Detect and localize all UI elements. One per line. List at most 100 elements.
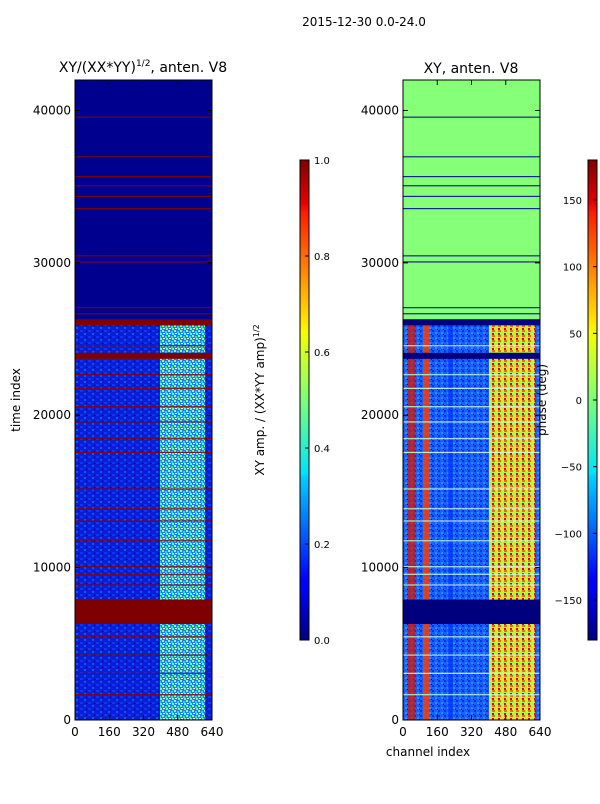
left-colorbar: 0.0 0.2 0.4 0.6 0.8 1.0 XY amp. / (XX*YY amp)… — [252, 156, 330, 647]
y-tick-label: 10000 — [361, 561, 399, 575]
y-tick-label: 30000 — [361, 256, 399, 270]
flagged-band — [75, 599, 212, 624]
stripe-line — [75, 185, 212, 187]
colorbar-tick-label: −150 — [555, 596, 582, 607]
y-tick-label: 0 — [391, 713, 399, 727]
stripe-line — [75, 451, 212, 454]
stripe-line — [403, 636, 540, 638]
stripe-line — [75, 654, 212, 656]
x-tick-label: 160 — [426, 725, 449, 739]
flagged-band — [403, 599, 540, 624]
left-y-axis-label: time index — [9, 368, 23, 432]
x-tick-label: 0 — [71, 725, 79, 739]
stripe-line — [75, 255, 212, 257]
stripe-line — [403, 261, 540, 263]
stripe-line — [403, 520, 540, 522]
stripe-line — [403, 451, 540, 454]
stripe-line — [403, 116, 540, 118]
left-panel: XY/(XX*YY)1/2, anten. V8 0 10000 20000 3000… — [9, 59, 330, 739]
colorbar-tick-label: 0.4 — [314, 444, 330, 455]
stripe-line — [75, 636, 212, 638]
stripe-line — [75, 116, 212, 118]
stripe-line — [75, 208, 212, 210]
stripe-line — [403, 421, 540, 423]
left-x-axis: 0 160 320 480 640 — [71, 80, 223, 739]
flagged-band — [403, 352, 540, 359]
stripe-line — [75, 421, 212, 423]
stripe-line — [403, 508, 540, 510]
stripe-line — [75, 540, 212, 542]
stripe-line — [403, 345, 540, 347]
stripe-line — [75, 374, 212, 376]
left-colorbar-ticks: 0.0 0.2 0.4 0.6 0.8 1.0 — [305, 156, 330, 647]
x-tick-label: 480 — [166, 725, 189, 739]
stripe-line — [403, 573, 540, 575]
stripe-line — [403, 255, 540, 257]
y-tick-label: 40000 — [361, 103, 399, 117]
figure-suptitle: 2015-12-30 0.0-24.0 — [302, 15, 426, 29]
stripe-line — [403, 185, 540, 187]
colorbar-tick-label: 150 — [563, 196, 582, 207]
stripe-line — [75, 345, 212, 347]
right-colorbar-ticks: 150 100 50 0 −50 −100 −150 — [555, 196, 597, 607]
colorbar-tick-label: −100 — [555, 529, 582, 540]
stripe-line — [75, 438, 212, 440]
stripe-line — [403, 438, 540, 440]
left-panel-title: XY/(XX*YY)1/2, anten. V8 — [59, 59, 227, 76]
right-colorbar: 150 100 50 0 −50 −100 −150 phase (deg) — [535, 159, 598, 641]
stripe-line — [403, 488, 540, 490]
flagged-band — [403, 319, 540, 326]
colorbar-tick-label: 0.0 — [314, 636, 330, 647]
right-panel: XY, anten. V8 0 10000 20000 30000 40000 0 160… — [361, 61, 598, 759]
stripe-line — [403, 654, 540, 656]
stripe-line — [75, 176, 212, 178]
right-y-axis: 0 10000 20000 30000 40000 — [361, 103, 540, 727]
stripe-line — [403, 208, 540, 210]
colorbar-tick-label: 0.6 — [314, 348, 330, 359]
flagged-band — [75, 352, 212, 359]
colorbar-tick-label: 0 — [576, 396, 582, 407]
x-tick-label: 160 — [98, 725, 121, 739]
stripe-line — [75, 584, 212, 586]
colorbar-tick-label: 100 — [563, 263, 582, 274]
x-tick-label: 480 — [494, 725, 517, 739]
stripe-line — [75, 307, 212, 309]
x-tick-label: 0 — [399, 725, 407, 739]
stripe-line — [75, 195, 212, 198]
colorbar-tick-label: −50 — [561, 463, 582, 474]
y-tick-label: 40000 — [33, 103, 71, 117]
stripe-line — [75, 694, 212, 696]
stripe-line — [403, 313, 540, 315]
stripe-line — [403, 307, 540, 309]
left-heatmap — [75, 80, 212, 720]
stripe-line — [75, 566, 212, 568]
stripe-line — [75, 520, 212, 522]
right-panel-title: XY, anten. V8 — [424, 61, 519, 77]
y-tick-label: 20000 — [361, 408, 399, 422]
stripe-line — [403, 387, 540, 390]
stripe-line — [403, 374, 540, 376]
stripe-line — [75, 261, 212, 263]
stripe-line — [403, 584, 540, 586]
y-tick-label: 30000 — [33, 256, 71, 270]
colorbar-tick-label: 0.2 — [314, 540, 330, 551]
colorbar-tick-label: 0.8 — [314, 252, 330, 263]
y-tick-label: 0 — [63, 713, 71, 727]
stripe-line — [75, 406, 212, 408]
stripe-line — [403, 540, 540, 542]
stripe-line — [403, 694, 540, 696]
stripe-line — [403, 195, 540, 198]
stripe-line — [75, 156, 212, 158]
left-colorbar-label: XY amp. / (XX*YY amp)1/2 — [252, 324, 267, 475]
right-colorbar-label: phase (deg) — [535, 364, 549, 436]
y-tick-label: 10000 — [33, 561, 71, 575]
left-y-axis: 0 10000 20000 30000 40000 — [33, 103, 212, 727]
stripe-line — [403, 406, 540, 408]
stripe-line — [403, 566, 540, 568]
flagged-band — [75, 319, 212, 326]
right-x-axis: 0 160 320 480 640 — [399, 80, 551, 739]
x-tick-label: 640 — [529, 725, 552, 739]
x-tick-label: 320 — [132, 725, 155, 739]
colorbar-tick-label: 1.0 — [314, 156, 330, 167]
